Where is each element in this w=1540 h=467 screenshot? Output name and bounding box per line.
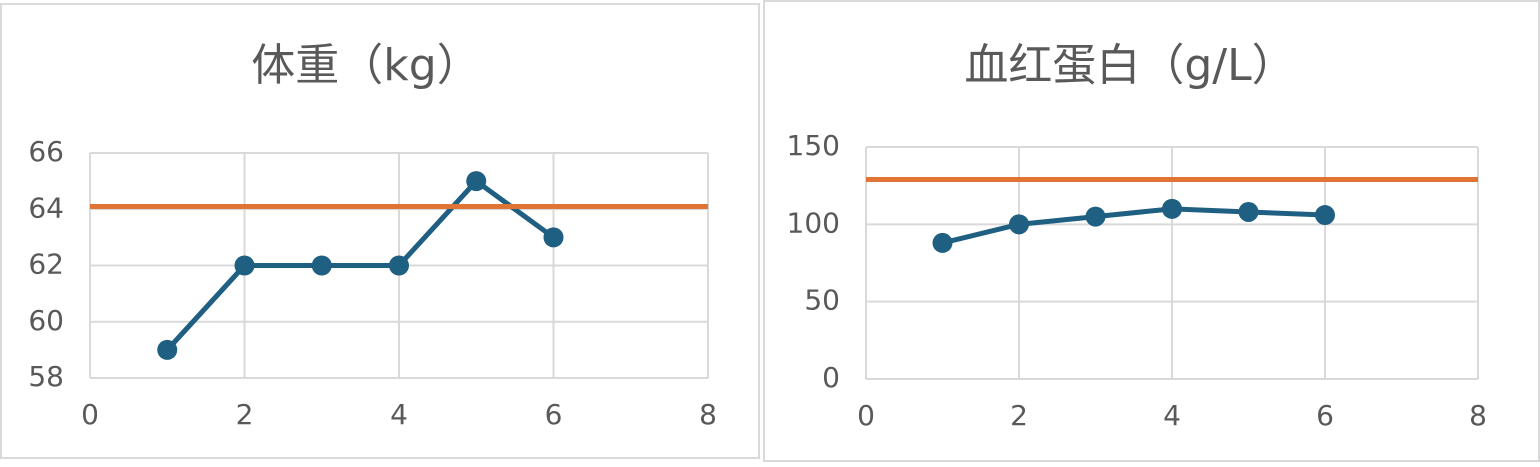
y-tick-label: 60 — [28, 304, 64, 337]
x-tick-label: 8 — [699, 398, 717, 431]
x-tick-label: 2 — [1010, 399, 1028, 432]
x-tick-label: 6 — [1316, 399, 1334, 432]
data-point — [1315, 205, 1335, 226]
data-point — [157, 339, 178, 360]
x-tick-label: 6 — [545, 398, 563, 431]
x-tick-label: 4 — [390, 398, 408, 431]
data-point — [1009, 214, 1029, 235]
panel-border — [0, 3, 760, 459]
data-point — [1085, 206, 1106, 227]
y-tick-label: 66 — [28, 135, 64, 168]
series-line — [165, 178, 555, 352]
data-point — [234, 255, 255, 276]
y-tick-label: 64 — [28, 191, 64, 224]
y-tick-label: 0 — [822, 361, 840, 394]
y-tick-label: 50 — [804, 284, 840, 317]
x-tick-label: 2 — [236, 398, 254, 431]
y-tick-label: 62 — [28, 248, 64, 281]
data-point — [1162, 198, 1182, 219]
panel-border — [763, 0, 1540, 462]
data-point — [389, 255, 409, 276]
chart-title: 体重（kg） — [251, 40, 480, 91]
x-tick-label: 0 — [857, 399, 875, 432]
series-line — [941, 206, 1326, 246]
data-point — [1238, 201, 1259, 222]
data-point — [466, 171, 487, 192]
y-tick-label: 58 — [28, 360, 64, 393]
chart-title: 血红蛋白（g/L） — [964, 40, 1295, 91]
data-point — [311, 255, 332, 276]
x-tick-label: 4 — [1163, 399, 1181, 432]
data-point — [543, 227, 564, 248]
x-tick-label: 0 — [81, 398, 99, 431]
y-tick-label: 100 — [787, 206, 840, 239]
data-point — [932, 232, 953, 253]
y-tick-label: 150 — [787, 129, 840, 162]
x-tick-label: 8 — [1469, 399, 1487, 432]
